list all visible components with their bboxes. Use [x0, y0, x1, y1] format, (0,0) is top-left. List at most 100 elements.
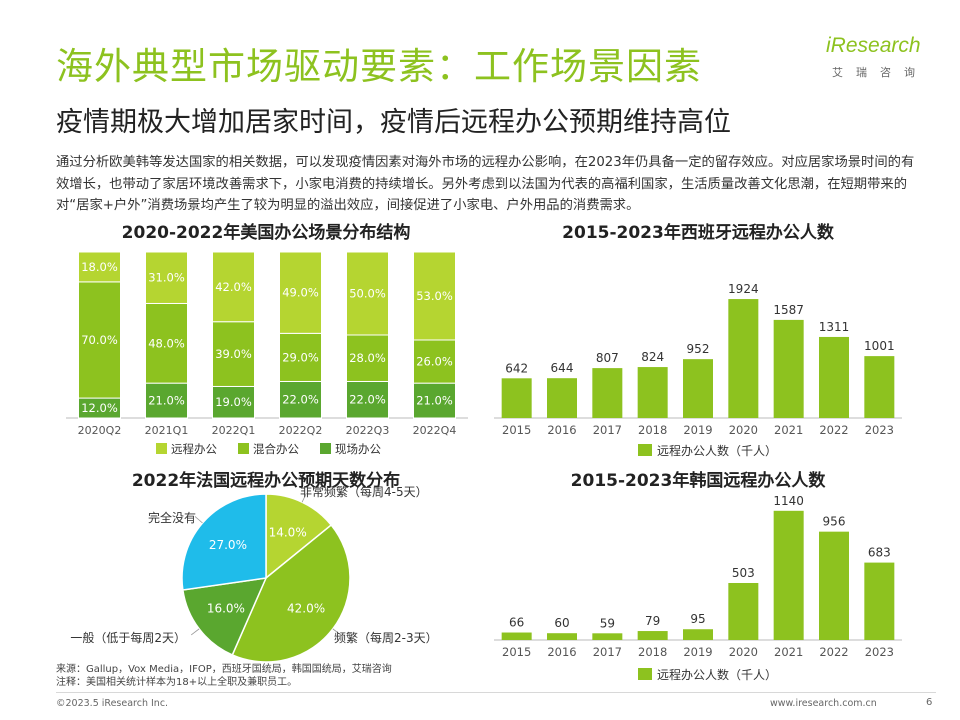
us-bar-segment [212, 251, 255, 323]
us-data-label: 22.0% [282, 393, 319, 407]
es-data-label: 952 [687, 342, 710, 356]
kr-x-tick-label: 2023 [865, 645, 894, 659]
kr-bar [864, 562, 895, 640]
kr-x-tick-label: 2016 [547, 645, 576, 659]
footer-divider [56, 692, 936, 693]
es-data-label: 1001 [864, 339, 895, 353]
intro-paragraph: 通过分析欧美韩等发达国家的相关数据，可以发现疫情因素对海外市场的远程办公影响，在… [56, 155, 915, 213]
es-data-label: 1587 [773, 303, 804, 317]
fr-pie-slice [182, 577, 268, 656]
us-x-tick-label: 2022Q3 [346, 424, 390, 437]
fr-pie-slice [231, 523, 351, 662]
kr-x-tick-label: 2015 [502, 645, 531, 659]
us-data-label: 18.0% [81, 260, 118, 274]
us-data-label: 39.0% [215, 347, 252, 361]
us-data-label: 12.0% [81, 401, 118, 415]
es-data-label: 642 [505, 361, 528, 375]
us-x-tick-label: 2022Q2 [279, 424, 323, 437]
es-x-tick-label: 2023 [865, 423, 894, 437]
kr-data-label: 503 [732, 566, 755, 580]
us-x-tick-label: 2021Q1 [145, 424, 189, 437]
us-bar-segment [346, 251, 389, 336]
kr-bar [637, 631, 668, 640]
kr-x-tick-label: 2017 [593, 645, 622, 659]
es-x-tick-label: 2016 [547, 423, 576, 437]
es-legend-swatch [638, 444, 652, 456]
us-data-label: 21.0% [148, 394, 185, 408]
us-data-label: 19.0% [215, 395, 252, 409]
iresearch-logo: iResearch 艾瑞咨询 [822, 34, 932, 86]
es-x-tick-label: 2020 [729, 423, 758, 437]
kr-bar [773, 510, 804, 640]
us-x-tick-label: 2020Q2 [78, 424, 122, 437]
us-bar-segment [279, 380, 322, 419]
logo-wordmark: iResearch [826, 34, 921, 57]
es-chart-title: 2015-2023年西班牙远程办公人数 [562, 223, 834, 243]
us-data-label: 53.0% [416, 289, 453, 303]
logo-cn-text: 艾瑞咨询 [832, 66, 928, 79]
fr-slice-label: 一般（低于每周2天） [70, 630, 186, 645]
us-bar-segment [346, 334, 389, 382]
fr-leader-line [332, 628, 342, 636]
es-bar [819, 336, 849, 418]
es-bar [637, 367, 668, 418]
kr-data-label: 1140 [773, 494, 804, 508]
es-bar [773, 319, 804, 418]
korea-remote-bar-chart: 66 2015 60 2016 59 2017 79 2018 95 2019 503 2020 114… [494, 494, 902, 682]
us-bar-segment [78, 251, 121, 283]
fr-slice-label: 非常频繁（每周4-5天） [300, 486, 428, 499]
fr-slice-label: 频繁（每周2-3天） [334, 630, 438, 645]
kr-bar [819, 531, 849, 640]
es-bar [547, 378, 577, 418]
notes-block: 来源：Gallup，Vox Media，IFOP，西班牙国统局，韩国国统局，艾瑞… [56, 663, 392, 689]
es-data-label: 1311 [819, 320, 850, 334]
kr-chart-title: 2015-2023年韩国远程办公人数 [570, 471, 826, 491]
es-x-tick-label: 2015 [502, 423, 531, 437]
us-data-label: 49.0% [282, 286, 319, 300]
us-chart-title: 2020-2022年美国办公场景分布结构 [121, 223, 411, 243]
kr-data-label: 60 [554, 616, 569, 630]
page-subtitle: 疫情期极大增加居家时间，疫情后远程办公预期维持高位 [56, 107, 731, 138]
fr-chart-title: 2022年法国远程办公预期天数分布 [131, 471, 401, 491]
us-legend-label: 现场办公 [335, 442, 381, 456]
us-bar-segment [413, 382, 456, 419]
kr-legend-swatch [638, 668, 652, 680]
kr-bar [592, 633, 623, 640]
fr-slice-value: 14.0% [269, 525, 307, 539]
us-bar-segment [413, 339, 456, 384]
es-data-label: 824 [641, 350, 664, 364]
kr-data-label: 66 [509, 616, 524, 630]
us-bar-segment [78, 281, 121, 399]
site-url[interactable]: www.iresearch.com.cn [770, 698, 877, 709]
fr-pie-slice [265, 493, 333, 580]
page-title: 海外典型市场驱动要素：工作场景因素 [56, 45, 702, 88]
us-office-stacked-bar-chart: 12.0% 70.0% 18.0% 2020Q2 21.0% 48.0% 31.0% 2021… [66, 251, 468, 456]
spain-remote-bar-chart: 642 2015 644 2016 807 2017 824 2018 952 2019 1924 2… [494, 282, 902, 458]
us-x-tick-label: 2022Q1 [212, 424, 256, 437]
us-data-label: 31.0% [148, 271, 185, 285]
source-note: 来源：Gallup，Vox Media，IFOP，西班牙国统局，韩国国统局，艾瑞… [56, 664, 392, 675]
kr-bar [728, 582, 759, 640]
kr-x-tick-label: 2019 [683, 645, 712, 659]
kr-x-tick-label: 2018 [638, 645, 667, 659]
es-bar [728, 299, 759, 418]
kr-x-tick-label: 2020 [729, 645, 758, 659]
us-x-tick-label: 2022Q4 [413, 424, 457, 437]
us-data-label: 29.0% [282, 350, 319, 364]
us-bar-segment [212, 385, 255, 419]
fr-leader-line [194, 516, 203, 524]
us-bar-segment [279, 332, 322, 382]
us-legend-swatch [156, 443, 167, 454]
us-legend-label: 混合办公 [253, 442, 299, 456]
kr-x-tick-label: 2021 [774, 645, 803, 659]
kr-data-label: 59 [600, 616, 615, 630]
es-data-label: 807 [596, 351, 619, 365]
fr-pie-slice [181, 493, 267, 591]
us-data-label: 48.0% [148, 336, 185, 350]
us-bar-segment [413, 251, 456, 341]
us-legend-swatch [238, 443, 249, 454]
es-x-tick-label: 2021 [774, 423, 803, 437]
us-data-label: 28.0% [349, 351, 386, 365]
us-bar-segment [145, 302, 188, 384]
france-remote-pie-chart: 14.0% 非常频繁（每周4-5天） 42.0% 频繁（每周2-3天） 16.0% 一般（… [70, 486, 438, 662]
